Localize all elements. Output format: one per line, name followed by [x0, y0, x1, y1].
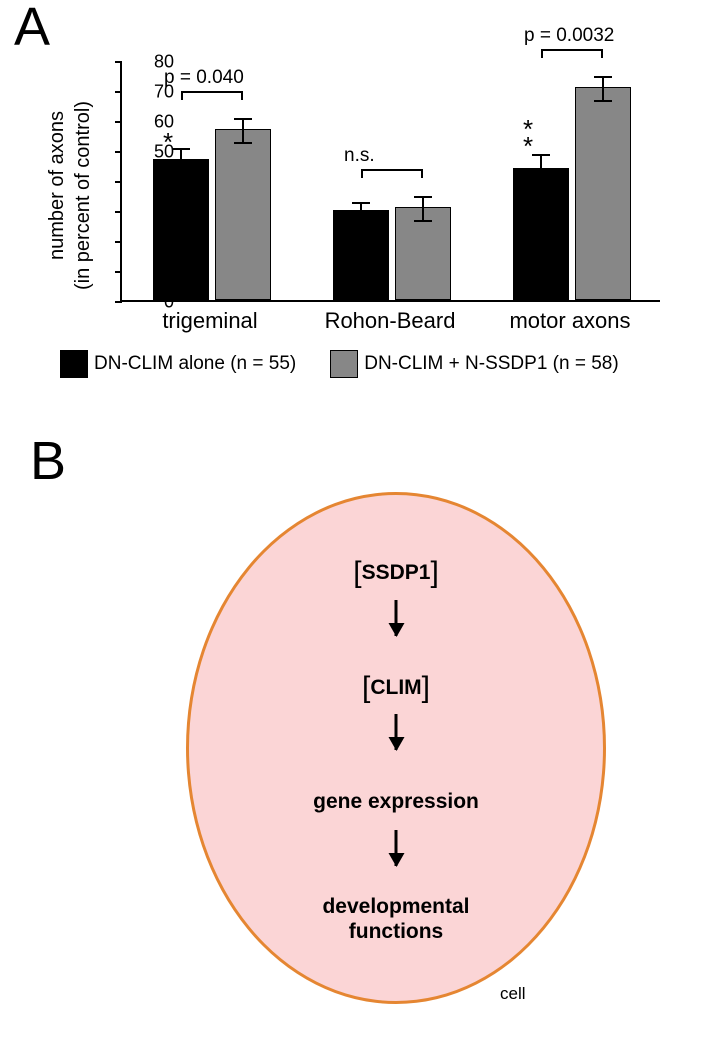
error-bar [602, 77, 604, 101]
ytick-label: 10 [154, 262, 174, 283]
error-cap [594, 76, 612, 78]
error-cap [532, 154, 550, 156]
error-cap [532, 184, 550, 186]
node-clim-text: CLIM [370, 676, 421, 699]
ytick [115, 271, 122, 273]
ytick-label: 70 [154, 82, 174, 103]
error-bar [242, 119, 244, 143]
bracket-label: p = 0.0032 [524, 25, 614, 47]
bar [215, 129, 271, 300]
significance-star: ** [523, 121, 533, 155]
legend-label-black: DN-CLIM alone (n = 55) [94, 353, 296, 375]
legend-swatch-black [60, 350, 88, 378]
node-clim: [CLIM] [186, 668, 606, 702]
comparison-bracket [541, 49, 603, 58]
ytick [115, 211, 122, 213]
arrow-0 [395, 600, 398, 636]
error-cap [594, 100, 612, 102]
ytick-label: 40 [154, 172, 174, 193]
ytick-label: 0 [164, 292, 174, 313]
ytick [115, 301, 122, 303]
x-category-1: Rohon-Beard [300, 308, 480, 334]
y-axis-label-line1: number of axons [46, 111, 69, 260]
ytick [115, 151, 122, 153]
bar [575, 87, 631, 300]
error-bar [540, 155, 542, 185]
ytick-label: 60 [154, 112, 174, 133]
error-cap [414, 196, 432, 198]
error-cap [234, 118, 252, 120]
panel-a-label: A [14, 0, 50, 58]
error-cap [172, 172, 190, 174]
legend-swatch-gray [330, 350, 358, 378]
error-cap [172, 148, 190, 150]
ytick [115, 91, 122, 93]
panel-b-label: B [30, 430, 66, 492]
legend-label-gray: DN-CLIM + N-SSDP1 (n = 58) [364, 353, 618, 375]
ytick-label: 30 [154, 202, 174, 223]
bar [513, 168, 569, 300]
bar [333, 210, 389, 300]
node-ssdp1: [SSDP1] [186, 553, 606, 587]
error-cap [352, 220, 370, 222]
x-category-0: trigeminal [120, 308, 300, 334]
node-ssdp1-text: SSDP1 [362, 561, 431, 584]
error-cap [414, 220, 432, 222]
error-bar [360, 203, 362, 221]
node-gene-expression: gene expression [186, 790, 606, 814]
error-cap [352, 202, 370, 204]
ytick-label: 20 [154, 232, 174, 253]
error-bar [422, 197, 424, 221]
y-axis-label-line2: (in percent of control) [72, 101, 95, 290]
bar-chart: *p = 0.040n.s.**p = 0.0032 [120, 62, 660, 302]
legend: DN-CLIM alone (n = 55) DN-CLIM + N-SSDP1… [60, 350, 680, 378]
error-cap [234, 142, 252, 144]
ytick-label: 50 [154, 142, 174, 163]
ytick [115, 61, 122, 63]
ytick [115, 181, 122, 183]
comparison-bracket [181, 91, 243, 100]
node-dev-functions: developmentalfunctions [186, 894, 606, 944]
plot-frame: *p = 0.040n.s.**p = 0.0032 [120, 62, 660, 302]
bracket-label: n.s. [344, 145, 375, 167]
x-category-2: motor axons [480, 308, 660, 334]
error-bar [180, 149, 182, 173]
ytick [115, 121, 122, 123]
arrow-2 [395, 830, 398, 866]
bracket-label: p = 0.040 [164, 67, 244, 89]
comparison-bracket [361, 169, 423, 178]
ytick-label: 80 [154, 52, 174, 73]
arrow-1 [395, 714, 398, 750]
cell-caption: cell [500, 984, 526, 1004]
ytick [115, 241, 122, 243]
